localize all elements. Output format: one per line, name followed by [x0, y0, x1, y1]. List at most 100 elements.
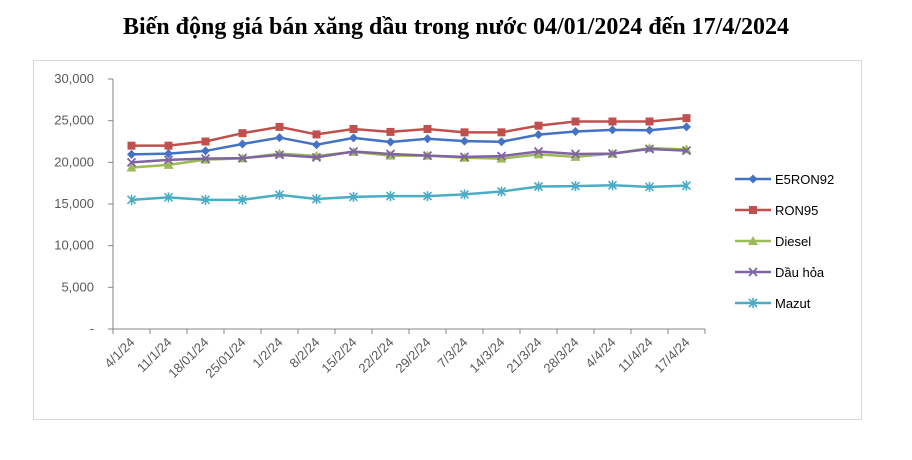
data-point-ron95: [608, 117, 617, 126]
data-point-diesel: [496, 153, 507, 163]
data-point-d-u-h-a: [274, 150, 285, 160]
legend-marker-mazut: [748, 298, 758, 308]
data-point-ron95: [386, 127, 395, 136]
x-tick-label: 15/2/24: [318, 335, 359, 376]
data-point-d-u-h-a: [459, 152, 470, 162]
data-point-ron95: [275, 122, 284, 131]
data-point-ron95: [460, 128, 469, 137]
data-point-d-u-h-a: [385, 149, 396, 159]
series-line-e5ron92: [131, 125, 687, 156]
data-point-d-u-h-a: [681, 146, 692, 156]
data-point-e5ron92: [238, 139, 247, 149]
y-tick-label: 15,000: [54, 196, 94, 211]
data-point-ron95: [423, 125, 432, 133]
data-point-e5ron92: [275, 133, 284, 143]
data-point-ron95: [164, 141, 173, 150]
data-point-d-u-h-a: [237, 153, 248, 163]
data-point-ron95: [571, 117, 580, 126]
data-point-e5ron92: [423, 134, 432, 144]
data-point-diesel: [163, 159, 174, 169]
data-point-diesel: [570, 151, 581, 161]
data-point-mazut: [348, 191, 359, 202]
data-point-d-u-h-a: [570, 149, 581, 159]
x-tick-label: 4/1/24: [101, 335, 137, 371]
y-tick-label: 10,000: [54, 238, 94, 253]
data-point-e5ron92: [312, 140, 321, 150]
x-tick-label: 17/4/24: [651, 335, 692, 376]
series-line-ron95: [131, 116, 687, 147]
y-tick-label: 5,000: [61, 279, 94, 294]
data-point-d-u-h-a: [607, 148, 618, 159]
data-point-e5ron92: [127, 149, 136, 159]
data-point-d-u-h-a: [644, 144, 655, 154]
legend-label-mazut: Mazut: [775, 296, 811, 311]
y-tick-label: 30,000: [54, 71, 94, 86]
data-point-ron95: [201, 137, 210, 146]
data-point-mazut: [459, 189, 470, 200]
data-point-d-u-h-a: [422, 151, 433, 161]
data-point-ron95: [349, 125, 358, 133]
data-point-mazut: [644, 181, 655, 192]
x-tick-label: 4/4/24: [582, 335, 618, 371]
data-point-ron95: [682, 114, 691, 123]
data-point-mazut: [311, 194, 322, 204]
data-point-diesel: [126, 162, 137, 172]
x-tick-label: 14/3/24: [466, 335, 507, 376]
data-point-mazut: [237, 194, 248, 205]
data-point-mazut: [607, 180, 618, 191]
legend-marker-d-u-h-a: [748, 267, 758, 277]
data-point-e5ron92: [460, 136, 469, 146]
data-point-mazut: [200, 194, 211, 205]
x-tick-label: 1/2/24: [249, 335, 285, 371]
data-point-e5ron92: [682, 122, 691, 132]
x-tick-label: 25/01/24: [202, 335, 248, 381]
chart-title: Biến động giá bán xăng dầu trong nước 04…: [122, 14, 790, 40]
data-point-d-u-h-a: [126, 157, 137, 167]
x-tick-label: 21/3/24: [503, 335, 544, 376]
legend-marker-ron95: [749, 206, 757, 214]
data-point-d-u-h-a: [533, 146, 544, 157]
data-point-e5ron92: [386, 137, 395, 147]
legend-label-ron95: RON95: [775, 203, 818, 218]
legend-marker-diesel: [748, 236, 758, 245]
data-point-mazut: [126, 194, 137, 205]
data-point-ron95: [312, 130, 321, 139]
data-point-mazut: [496, 186, 507, 197]
data-point-ron95: [238, 129, 247, 138]
legend-label-e5ron92: E5RON92: [775, 172, 834, 187]
data-point-ron95: [534, 121, 543, 130]
legend-label-diesel: Diesel: [775, 234, 811, 249]
x-tick-label: 29/2/24: [392, 335, 433, 376]
data-point-mazut: [422, 191, 433, 202]
data-point-ron95: [127, 141, 136, 150]
data-point-d-u-h-a: [348, 146, 359, 157]
legend-marker-e5ron92: [748, 174, 758, 184]
data-point-mazut: [163, 192, 174, 203]
data-point-mazut: [385, 191, 396, 202]
data-point-e5ron92: [608, 125, 617, 135]
data-point-e5ron92: [645, 125, 654, 135]
data-point-e5ron92: [497, 137, 506, 147]
x-tick-label: 11/4/24: [615, 335, 656, 376]
data-point-e5ron92: [534, 130, 543, 140]
chart-frame: [33, 60, 862, 420]
y-tick-label: 25,000: [54, 113, 94, 128]
data-point-d-u-h-a: [496, 151, 507, 161]
data-point-d-u-h-a: [163, 155, 174, 165]
data-point-e5ron92: [164, 149, 173, 159]
data-point-e5ron92: [201, 146, 210, 156]
x-tick-label: 28/3/24: [540, 335, 581, 376]
legend-label-d-u-h-a: Dầu hỏa: [775, 265, 825, 280]
data-point-e5ron92: [571, 127, 580, 136]
data-point-mazut: [570, 181, 581, 192]
data-point-mazut: [274, 189, 285, 200]
series-line-d-u-h-a: [131, 147, 687, 164]
x-tick-label: 22/2/24: [355, 335, 396, 376]
data-point-diesel: [533, 149, 544, 159]
series-line-mazut: [131, 183, 687, 202]
data-point-e5ron92: [349, 133, 358, 143]
data-point-d-u-h-a: [311, 152, 322, 162]
data-point-ron95: [645, 117, 654, 126]
y-tick-label: 20,000: [54, 154, 94, 169]
